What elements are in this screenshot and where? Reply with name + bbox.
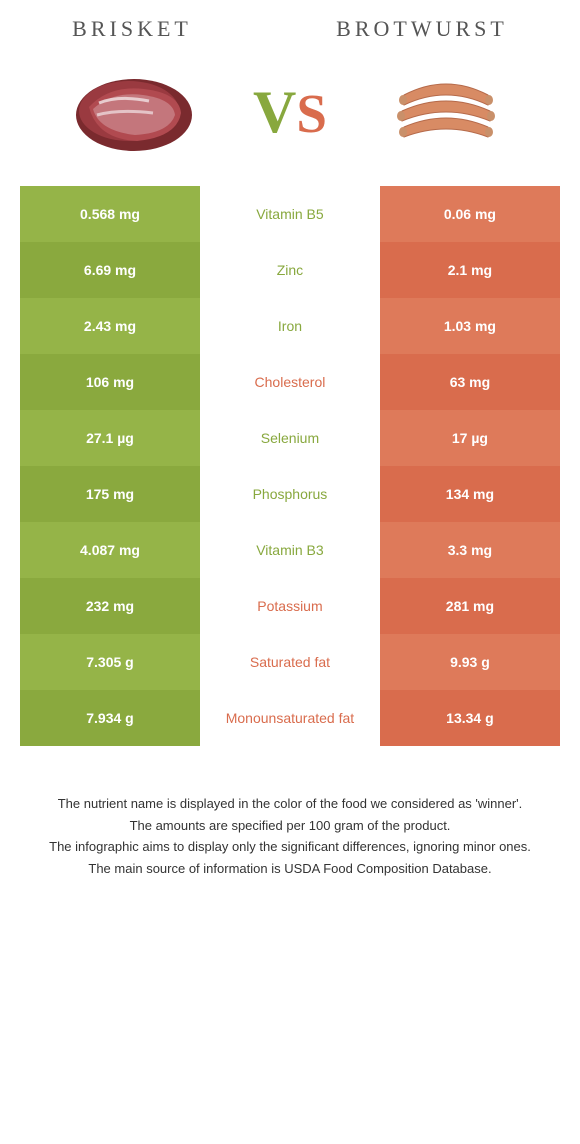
left-food-title: BRISKET xyxy=(72,16,192,42)
right-value: 17 µg xyxy=(380,410,560,466)
footnote-line: The infographic aims to display only the… xyxy=(36,837,544,857)
footnote-line: The nutrient name is displayed in the co… xyxy=(36,794,544,814)
brisket-image xyxy=(64,62,204,162)
right-value: 63 mg xyxy=(380,354,560,410)
table-row: 7.305 gSaturated fat9.93 g xyxy=(20,634,560,690)
vs-v: V xyxy=(253,78,296,147)
table-row: 6.69 mgZinc2.1 mg xyxy=(20,242,560,298)
left-value: 106 mg xyxy=(20,354,200,410)
left-value: 0.568 mg xyxy=(20,186,200,242)
footnotes: The nutrient name is displayed in the co… xyxy=(0,746,580,900)
nutrient-name: Saturated fat xyxy=(200,634,380,690)
table-row: 0.568 mgVitamin B50.06 mg xyxy=(20,186,560,242)
nutrient-name: Zinc xyxy=(200,242,380,298)
vs-s: S xyxy=(296,82,327,145)
right-value: 0.06 mg xyxy=(380,186,560,242)
hero-row: V S xyxy=(0,54,580,186)
left-value: 6.69 mg xyxy=(20,242,200,298)
right-value: 9.93 g xyxy=(380,634,560,690)
table-row: 2.43 mgIron1.03 mg xyxy=(20,298,560,354)
nutrient-name: Vitamin B5 xyxy=(200,186,380,242)
table-row: 27.1 µgSelenium17 µg xyxy=(20,410,560,466)
left-value: 175 mg xyxy=(20,466,200,522)
nutrient-table: 0.568 mgVitamin B50.06 mg6.69 mgZinc2.1 … xyxy=(0,186,580,746)
brotwurst-image xyxy=(376,62,516,162)
nutrient-name: Monounsaturated fat xyxy=(200,690,380,746)
nutrient-name: Potassium xyxy=(200,578,380,634)
left-value: 4.087 mg xyxy=(20,522,200,578)
left-value: 27.1 µg xyxy=(20,410,200,466)
nutrient-name: Cholesterol xyxy=(200,354,380,410)
left-value: 2.43 mg xyxy=(20,298,200,354)
right-value: 13.34 g xyxy=(380,690,560,746)
table-row: 4.087 mgVitamin B33.3 mg xyxy=(20,522,560,578)
table-row: 106 mgCholesterol63 mg xyxy=(20,354,560,410)
footnote-line: The amounts are specified per 100 gram o… xyxy=(36,816,544,836)
right-value: 2.1 mg xyxy=(380,242,560,298)
table-row: 7.934 gMonounsaturated fat13.34 g xyxy=(20,690,560,746)
nutrient-name: Phosphorus xyxy=(200,466,380,522)
left-value: 232 mg xyxy=(20,578,200,634)
vs-label: V S xyxy=(253,78,327,147)
right-value: 1.03 mg xyxy=(380,298,560,354)
table-row: 175 mgPhosphorus134 mg xyxy=(20,466,560,522)
right-value: 134 mg xyxy=(380,466,560,522)
right-value: 3.3 mg xyxy=(380,522,560,578)
nutrient-name: Vitamin B3 xyxy=(200,522,380,578)
table-row: 232 mgPotassium281 mg xyxy=(20,578,560,634)
header: BRISKET BROTWURST xyxy=(0,0,580,54)
nutrient-name: Iron xyxy=(200,298,380,354)
nutrient-name: Selenium xyxy=(200,410,380,466)
left-value: 7.305 g xyxy=(20,634,200,690)
left-value: 7.934 g xyxy=(20,690,200,746)
right-value: 281 mg xyxy=(380,578,560,634)
footnote-line: The main source of information is USDA F… xyxy=(36,859,544,879)
right-food-title: BROTWURST xyxy=(336,16,508,42)
